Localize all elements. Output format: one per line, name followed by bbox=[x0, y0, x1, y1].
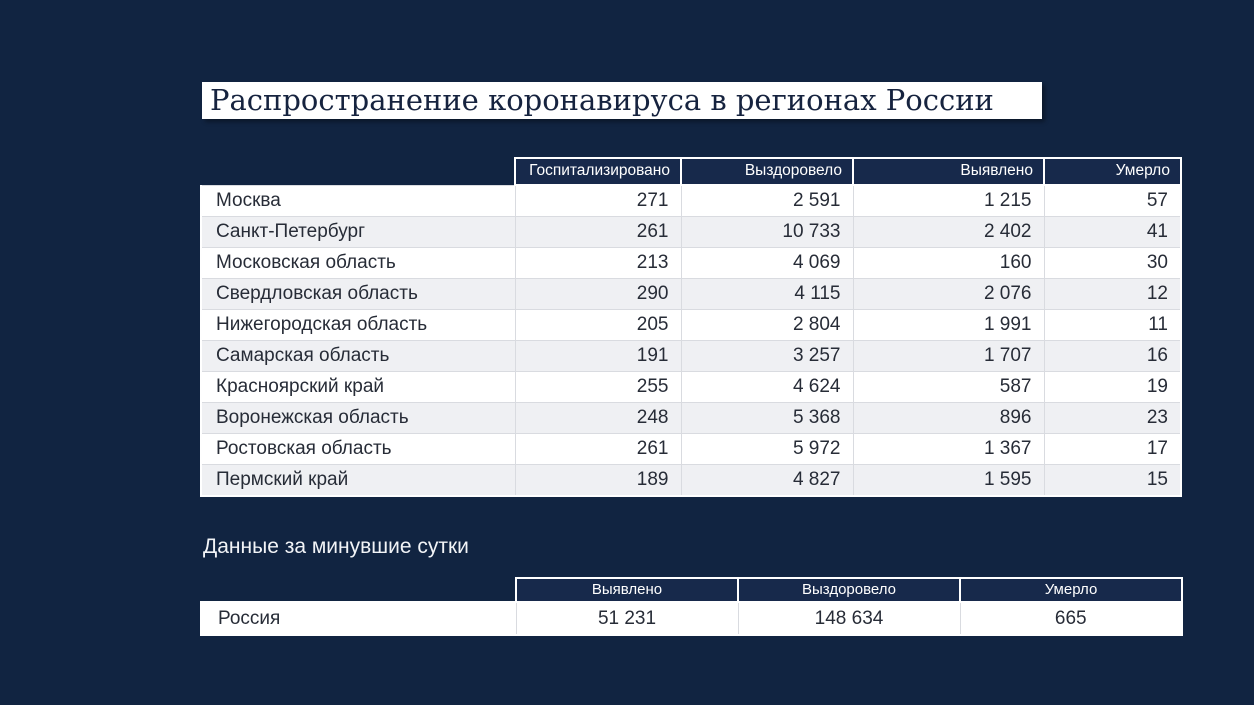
table-row: Красноярский край 255 4 624 587 19 bbox=[200, 371, 1182, 403]
table-row: Самарская область 191 3 257 1 707 16 bbox=[200, 340, 1182, 372]
recovered-value: 5 972 bbox=[680, 433, 854, 465]
hospitalized-value: 213 bbox=[514, 247, 682, 279]
hospitalized-value: 248 bbox=[514, 402, 682, 434]
hospitalized-value: 205 bbox=[514, 309, 682, 341]
recovered-value: 2 804 bbox=[680, 309, 854, 341]
detected-value: 896 bbox=[852, 402, 1045, 434]
detected-value: 1 595 bbox=[852, 464, 1045, 497]
died-value: 57 bbox=[1043, 184, 1182, 217]
detected-value: 1 991 bbox=[852, 309, 1045, 341]
recovered-value: 148 634 bbox=[737, 601, 961, 636]
died-value: 17 bbox=[1043, 433, 1182, 465]
recovered-value: 4 624 bbox=[680, 371, 854, 403]
col-header-died: Умерло bbox=[1043, 157, 1182, 186]
table-row: Московская область 213 4 069 160 30 bbox=[200, 247, 1182, 279]
col-header-detected: Выявлено bbox=[852, 157, 1045, 186]
died-value: 30 bbox=[1043, 247, 1182, 279]
region-name: Москва bbox=[200, 184, 516, 217]
recovered-value: 4 069 bbox=[680, 247, 854, 279]
regions-table: Госпитализировано Выздоровело Выявлено У… bbox=[200, 157, 1182, 497]
table-row: Санкт-Петербург 261 10 733 2 402 41 bbox=[200, 216, 1182, 248]
country-name: Россия bbox=[200, 601, 517, 636]
region-name: Воронежская область bbox=[200, 402, 516, 434]
hospitalized-value: 271 bbox=[514, 184, 682, 217]
page-title: Распространение коронавируса в регионах … bbox=[202, 82, 1042, 119]
table-row: Воронежская область 248 5 368 896 23 bbox=[200, 402, 1182, 434]
table-row: Пермский край 189 4 827 1 595 15 bbox=[200, 464, 1182, 497]
region-name: Пермский край bbox=[200, 464, 516, 497]
region-name: Самарская область bbox=[200, 340, 516, 372]
col-header-recovered: Выздоровело bbox=[680, 157, 854, 186]
recovered-value: 4 827 bbox=[680, 464, 854, 497]
detected-value: 1 215 bbox=[852, 184, 1045, 217]
header-spacer-cell bbox=[201, 158, 515, 185]
detected-value: 587 bbox=[852, 371, 1045, 403]
table-row: Нижегородская область 205 2 804 1 991 11 bbox=[200, 309, 1182, 341]
table-row: Ростовская область 261 5 972 1 367 17 bbox=[200, 433, 1182, 465]
recovered-value: 10 733 bbox=[680, 216, 854, 248]
table-row: Москва 271 2 591 1 215 57 bbox=[200, 184, 1182, 217]
died-value: 15 bbox=[1043, 464, 1182, 497]
table-row: Свердловская область 290 4 115 2 076 12 bbox=[200, 278, 1182, 310]
recovered-value: 3 257 bbox=[680, 340, 854, 372]
detected-value: 2 076 bbox=[852, 278, 1045, 310]
recovered-value: 2 591 bbox=[680, 184, 854, 217]
daily-subtitle: Данные за минувшие сутки bbox=[203, 535, 469, 558]
col-header-died: Умерло bbox=[959, 577, 1183, 603]
recovered-value: 5 368 bbox=[680, 402, 854, 434]
hospitalized-value: 290 bbox=[514, 278, 682, 310]
table-row: Россия 51 231 148 634 665 bbox=[200, 601, 1183, 636]
hospitalized-value: 255 bbox=[514, 371, 682, 403]
recovered-value: 4 115 bbox=[680, 278, 854, 310]
region-name: Московская область bbox=[200, 247, 516, 279]
daily-table-header-row: Выявлено Выздоровело Умерло bbox=[201, 577, 1183, 603]
hospitalized-value: 261 bbox=[514, 433, 682, 465]
detected-value: 1 367 bbox=[852, 433, 1045, 465]
hospitalized-value: 189 bbox=[514, 464, 682, 497]
col-header-hospitalized: Госпитализировано bbox=[514, 157, 682, 186]
detected-value: 1 707 bbox=[852, 340, 1045, 372]
region-name: Красноярский край bbox=[200, 371, 516, 403]
died-value: 19 bbox=[1043, 371, 1182, 403]
detected-value: 2 402 bbox=[852, 216, 1045, 248]
region-name: Ростовская область bbox=[200, 433, 516, 465]
died-value: 41 bbox=[1043, 216, 1182, 248]
detected-value: 51 231 bbox=[515, 601, 739, 636]
detected-value: 160 bbox=[852, 247, 1045, 279]
died-value: 16 bbox=[1043, 340, 1182, 372]
region-name: Нижегородская область bbox=[200, 309, 516, 341]
col-header-detected: Выявлено bbox=[515, 577, 739, 603]
hospitalized-value: 191 bbox=[514, 340, 682, 372]
region-name: Свердловская область bbox=[200, 278, 516, 310]
died-value: 665 bbox=[959, 601, 1183, 636]
died-value: 12 bbox=[1043, 278, 1182, 310]
col-header-recovered: Выздоровело bbox=[737, 577, 961, 603]
died-value: 23 bbox=[1043, 402, 1182, 434]
russia-daily-table: Выявлено Выздоровело Умерло Россия 51 23… bbox=[200, 577, 1183, 636]
hospitalized-value: 261 bbox=[514, 216, 682, 248]
header-spacer-cell bbox=[201, 578, 516, 602]
died-value: 11 bbox=[1043, 309, 1182, 341]
regions-table-header-row: Госпитализировано Выздоровело Выявлено У… bbox=[201, 157, 1182, 186]
region-name: Санкт-Петербург bbox=[200, 216, 516, 248]
